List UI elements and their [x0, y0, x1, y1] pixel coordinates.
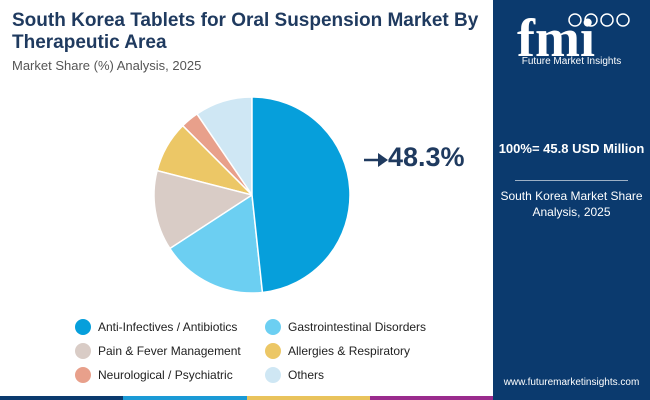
callout-arrow-head [378, 153, 388, 167]
chart-title: South Korea Tablets for Oral Suspension … [12, 10, 479, 53]
legend-label: Anti-Infectives / Antibiotics [98, 319, 238, 334]
legend-item: Others [265, 366, 465, 383]
legend-swatch [265, 366, 281, 383]
legend-item: Allergies & Respiratory [265, 342, 465, 359]
legend-label: Neurological / Psychiatric [98, 367, 233, 382]
legend-swatch [75, 318, 91, 335]
footer-bar-segment [123, 396, 247, 400]
sidebar-divider [515, 180, 628, 181]
legend-item: Anti-Infectives / Antibiotics [75, 318, 265, 335]
website-link[interactable]: www.futuremarketinsights.com [503, 377, 640, 388]
legend-label: Pain & Fever Management [98, 343, 241, 358]
pie-slice [153, 169, 254, 250]
market-total: 100%= 45.8 USD Million [498, 141, 645, 156]
footer-bar-segment [0, 396, 124, 400]
legend-swatch [265, 342, 281, 359]
chart-subtitle: Market Share (%) Analysis, 2025 [12, 58, 202, 73]
callout-value: 48.3% [388, 142, 465, 172]
legend-item: Pain & Fever Management [75, 342, 265, 359]
legend-item: Neurological / Psychiatric [75, 366, 265, 383]
chart-panel: South Korea Tablets for Oral Suspension … [0, 10, 493, 400]
legend-swatch [265, 318, 281, 335]
pie-chart [153, 96, 388, 294]
footer-color-bar [0, 396, 493, 400]
footer-bar-segment [369, 396, 493, 400]
footer-bar-segment [246, 396, 370, 400]
fmi-logo-icon: fmi [517, 8, 630, 68]
legend-label: Gastrointestinal Disorders [288, 319, 427, 334]
logo-text: Future Market Insights [521, 56, 622, 67]
market-description: South Korea Market Share Analysis, 2025 [500, 189, 643, 219]
pie-slice [168, 193, 264, 294]
legend-swatch [75, 342, 91, 359]
legend-swatch [75, 366, 91, 383]
info-sidebar: fmi Future Market Insights 100%= 45.8 US… [493, 0, 650, 400]
svg-text:fmi: fmi [517, 8, 595, 68]
legend-label: Others [288, 367, 325, 382]
pie-slice [251, 96, 351, 294]
legend-item: Gastrointestinal Disorders [265, 318, 465, 335]
legend-label: Allergies & Respiratory [288, 343, 411, 358]
chart-legend: Anti-Infectives / Antibiotics Gastrointe… [75, 318, 475, 383]
